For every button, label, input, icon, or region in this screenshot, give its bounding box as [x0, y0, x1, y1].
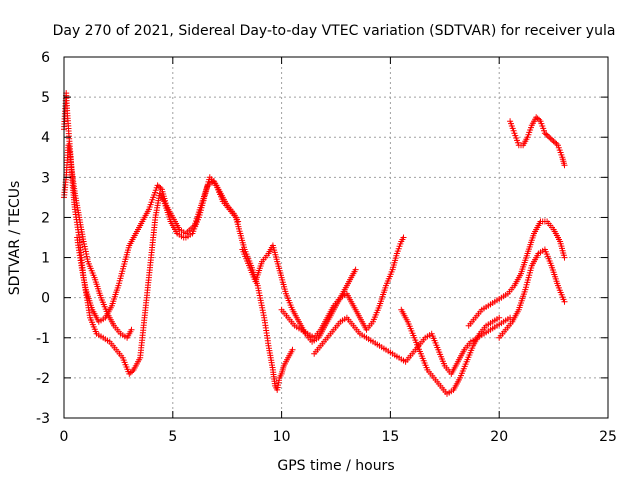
data-markers	[398, 306, 503, 397]
x-tick-label: 10	[273, 429, 291, 445]
data-markers	[496, 246, 568, 341]
series-sat-g	[311, 314, 514, 377]
y-tick-label: 0	[41, 291, 50, 307]
x-tick-label: 0	[60, 429, 69, 445]
series-sat-j	[496, 246, 568, 341]
data-markers	[278, 234, 407, 341]
y-tick-label: 5	[41, 90, 50, 106]
axis-ticks: 0 5 10 15 20 25 -3 -2 -1 0 1 2 3 4 5 6	[36, 50, 617, 445]
y-tick-label: 6	[41, 50, 50, 66]
x-tick-label: 20	[490, 429, 508, 445]
chart-title: Day 270 of 2021, Sidereal Day-to-day VTE…	[53, 23, 616, 39]
y-tick-label: -1	[36, 331, 50, 347]
series-sat-b	[61, 90, 135, 341]
data-points	[61, 90, 568, 397]
plot-border	[63, 56, 609, 419]
data-markers	[61, 90, 135, 341]
y-tick-label: 2	[41, 210, 50, 226]
x-tick-label: 5	[168, 429, 177, 445]
y-tick-label: -2	[36, 371, 50, 387]
series-sat-k	[507, 114, 568, 169]
x-tick-label: 25	[599, 429, 617, 445]
grid	[64, 57, 608, 418]
y-tick-label: 1	[41, 251, 50, 267]
y-tick-label: 3	[41, 170, 50, 186]
y-tick-label: 4	[41, 130, 50, 146]
data-markers	[311, 314, 514, 377]
y-tick-label: -3	[36, 411, 50, 427]
data-markers	[465, 218, 568, 329]
y-axis-title: SDTVAR / TECUs	[7, 181, 23, 296]
x-tick-label: 15	[381, 429, 399, 445]
series-sat-i	[465, 218, 568, 329]
series-sat-h	[398, 306, 503, 397]
series-sat-f	[278, 234, 407, 341]
x-axis-title: GPS time / hours	[277, 458, 394, 474]
data-markers	[507, 114, 568, 169]
